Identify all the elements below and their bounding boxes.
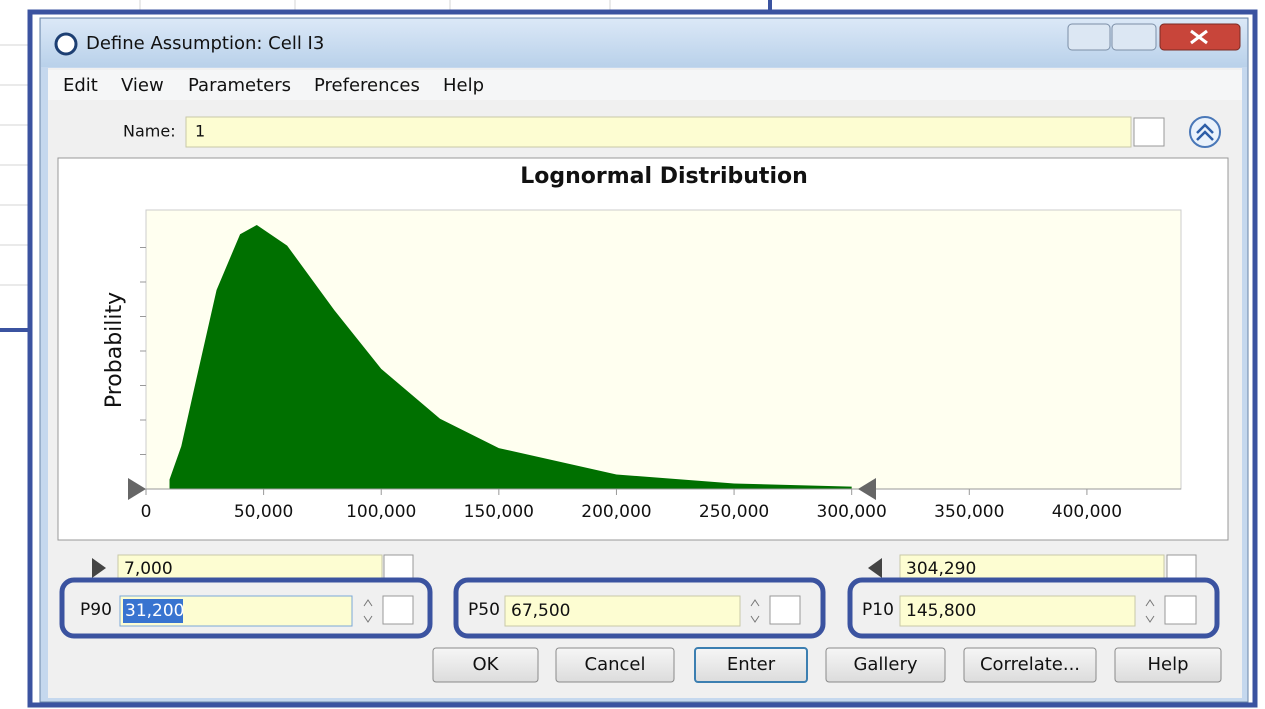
x-tick-label: 350,000 (934, 502, 1004, 522)
distribution-area (169, 225, 852, 489)
restore-button[interactable] (1111, 23, 1157, 51)
name-input[interactable] (185, 116, 1132, 148)
button-label: OK (473, 654, 500, 675)
highlight-frame (27, 9, 1258, 708)
menu-item[interactable]: Edit (63, 75, 98, 96)
menu-bar (48, 70, 1242, 100)
selection (123, 599, 183, 623)
highlight-box (453, 577, 826, 639)
percentile-input[interactable] (504, 595, 741, 627)
menu-item[interactable]: Preferences (314, 75, 420, 96)
percentile-label: P90 (80, 600, 112, 620)
percentile-p10: P10 145,800 (847, 577, 1220, 639)
button-label: Cancel (585, 654, 646, 675)
app-icon (54, 32, 78, 56)
x-tick-label: 0 (141, 502, 152, 522)
button-label: Enter (727, 654, 776, 675)
percentile-p90: P90 31,200 (59, 577, 433, 639)
button[interactable] (432, 647, 539, 683)
close-icon (1190, 29, 1208, 45)
y-axis-label: Probability (102, 292, 127, 408)
percentile-value: 67,500 (511, 601, 570, 621)
percentile-label: P10 (862, 600, 894, 620)
menu-item[interactable]: Parameters (188, 75, 291, 96)
cell-ref-button[interactable] (1164, 595, 1197, 625)
cell-ref-button[interactable] (769, 595, 801, 625)
x-tick-label: 100,000 (346, 502, 416, 522)
percentile-p50: P50 67,500 (453, 577, 826, 639)
menu-item[interactable]: Help (443, 75, 484, 96)
highlight-box (59, 577, 433, 639)
title-bar (41, 19, 1247, 67)
min-value: 7,000 (124, 559, 173, 579)
chart-title: Lognormal Distribution (520, 164, 808, 189)
button-label: Help (1147, 654, 1188, 675)
button-label: Gallery (853, 654, 917, 675)
name-label: Name: (123, 122, 176, 141)
button[interactable] (825, 647, 946, 683)
x-tick-label: 200,000 (581, 502, 651, 522)
plot: 0 50,000 100,000 150,000 200,000 250,000 300,0… (140, 225, 1181, 522)
percentile-input[interactable] (899, 595, 1136, 627)
x-tick-label: 150,000 (464, 502, 534, 522)
x-tick-label: 50,000 (234, 502, 293, 522)
min-marker (92, 558, 106, 578)
spreadsheet-bg (0, 0, 611, 286)
x-tick-label: 400,000 (1052, 502, 1122, 522)
button-label: Correlate... (980, 654, 1080, 675)
window-title: Define Assumption: Cell I3 (86, 33, 324, 54)
spinner[interactable] (363, 599, 373, 623)
percentile-value: 31,200 (125, 601, 184, 621)
max-slider[interactable] (858, 478, 876, 500)
name-value: 1 (195, 122, 205, 141)
percentile-label: P50 (468, 600, 500, 620)
max-value: 304,290 (906, 559, 976, 579)
menu-item[interactable]: View (121, 75, 164, 96)
cell-ref-button[interactable] (382, 595, 414, 625)
button[interactable] (1114, 647, 1222, 683)
percentile-value: 145,800 (906, 601, 976, 621)
minimize-button[interactable] (1067, 23, 1111, 51)
button[interactable] (694, 647, 808, 683)
spinner[interactable] (750, 599, 760, 623)
collapse-icon (1196, 123, 1214, 141)
spinner[interactable] (1145, 599, 1155, 623)
cell-ref-button[interactable] (1133, 117, 1165, 147)
button-row: OK Cancel Enter Gallery Correlate... Help (432, 647, 1222, 683)
highlight-box (847, 577, 1220, 639)
button[interactable] (963, 647, 1097, 683)
x-tick-label: 250,000 (699, 502, 769, 522)
min-slider[interactable] (128, 478, 146, 500)
max-marker (868, 558, 882, 578)
x-tick-label: 300,000 (817, 502, 887, 522)
button[interactable] (555, 647, 675, 683)
